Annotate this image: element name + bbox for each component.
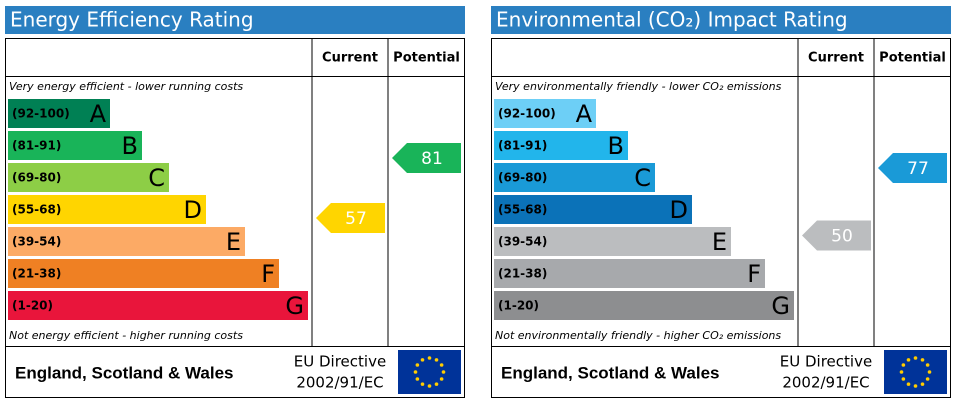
eu-star (913, 356, 918, 360)
rating-value: 57 (345, 209, 367, 229)
band-letter: D (184, 196, 202, 224)
eu-star (906, 382, 911, 386)
eu-star (413, 370, 418, 374)
band (494, 227, 731, 256)
band-letter: A (90, 100, 107, 128)
band (494, 163, 655, 192)
title-bar (491, 6, 951, 34)
footer-directive: EU Directive (294, 353, 386, 371)
eu-star (439, 363, 444, 367)
band-range: (1-20) (12, 299, 53, 313)
eu-star (927, 370, 932, 374)
footer-directive: EU Directive (780, 353, 872, 371)
rating-value: 81 (421, 149, 443, 169)
band-range: (69-80) (12, 171, 61, 185)
eu-star (415, 377, 420, 381)
eu-star (901, 377, 906, 381)
band-range: (55-68) (12, 203, 61, 217)
eu-star (434, 358, 439, 362)
eu-star (901, 363, 906, 367)
eu-star (427, 356, 432, 360)
band (8, 259, 279, 288)
footer-code: 2002/91/EC (782, 374, 869, 392)
band-range: (55-68) (498, 203, 547, 217)
bottom-note: Not environmentally friendly - higher CO… (495, 329, 781, 342)
band (8, 195, 206, 224)
band (494, 99, 596, 128)
eu-star (415, 363, 420, 367)
top-note: Very environmentally friendly - lower CO… (495, 80, 782, 93)
rating-arrow (392, 143, 461, 173)
panel-title: Energy Efficiency Rating (10, 8, 254, 32)
band-range: (21-38) (498, 267, 547, 281)
column-header: Potential (393, 51, 460, 66)
band (8, 163, 169, 192)
band-range: (39-54) (498, 235, 547, 249)
band-letter: F (747, 260, 761, 288)
band (494, 259, 765, 288)
band-letter: B (122, 132, 138, 160)
band-range: (1-20) (498, 299, 539, 313)
rating-value: 50 (831, 227, 853, 247)
eu-star (441, 370, 446, 374)
eu-star (920, 358, 925, 362)
title-bar (5, 6, 465, 34)
footer-region: England, Scotland & Wales (501, 363, 720, 382)
band-range: (92-100) (12, 107, 70, 121)
column-header: Current (322, 51, 378, 66)
eu-star (925, 363, 930, 367)
column-header: Current (808, 51, 864, 66)
eu-star (434, 382, 439, 386)
band-range: (81-91) (12, 139, 61, 153)
footer-region: England, Scotland & Wales (15, 363, 234, 382)
band-letter: E (226, 228, 241, 256)
band (494, 195, 692, 224)
rating-panel: Environmental (CO₂) Impact Rating Current… (491, 6, 951, 398)
band-range: (39-54) (12, 235, 61, 249)
eu-star (420, 358, 425, 362)
eu-star (913, 384, 918, 388)
band-letter: C (148, 164, 165, 192)
rating-arrow (878, 153, 947, 183)
panel-title: Environmental (CO₂) Impact Rating (496, 8, 848, 32)
eu-star (920, 382, 925, 386)
band (8, 227, 245, 256)
band-letter: A (576, 100, 593, 128)
band-letter: B (608, 132, 624, 160)
band-letter: D (670, 196, 688, 224)
eu-star (906, 358, 911, 362)
band (8, 131, 142, 160)
frame (491, 38, 951, 398)
band-letter: F (261, 260, 275, 288)
band (494, 291, 794, 320)
band-range: (21-38) (12, 267, 61, 281)
column-header: Potential (879, 51, 946, 66)
band (494, 131, 628, 160)
band (8, 291, 308, 320)
rating-arrow (316, 203, 385, 233)
top-note: Very energy efficient - lower running co… (9, 80, 243, 93)
band-letter: G (285, 292, 304, 320)
frame (5, 38, 465, 398)
band (8, 99, 110, 128)
eu-star (439, 377, 444, 381)
eu-star (420, 382, 425, 386)
eu-star (899, 370, 904, 374)
rating-panel: Energy Efficiency Rating Current Potential… (5, 6, 465, 398)
band-range: (92-100) (498, 107, 556, 121)
rating-value: 77 (907, 159, 929, 179)
band-range: (69-80) (498, 171, 547, 185)
footer-code: 2002/91/EC (296, 374, 383, 392)
eu-star (925, 377, 930, 381)
band-range: (81-91) (498, 139, 547, 153)
eu-star (427, 384, 432, 388)
rating-arrow (802, 220, 871, 251)
bottom-note: Not energy efficient - higher running co… (9, 329, 243, 342)
band-letter: E (712, 228, 727, 256)
band-letter: C (634, 164, 651, 192)
band-letter: G (771, 292, 790, 320)
